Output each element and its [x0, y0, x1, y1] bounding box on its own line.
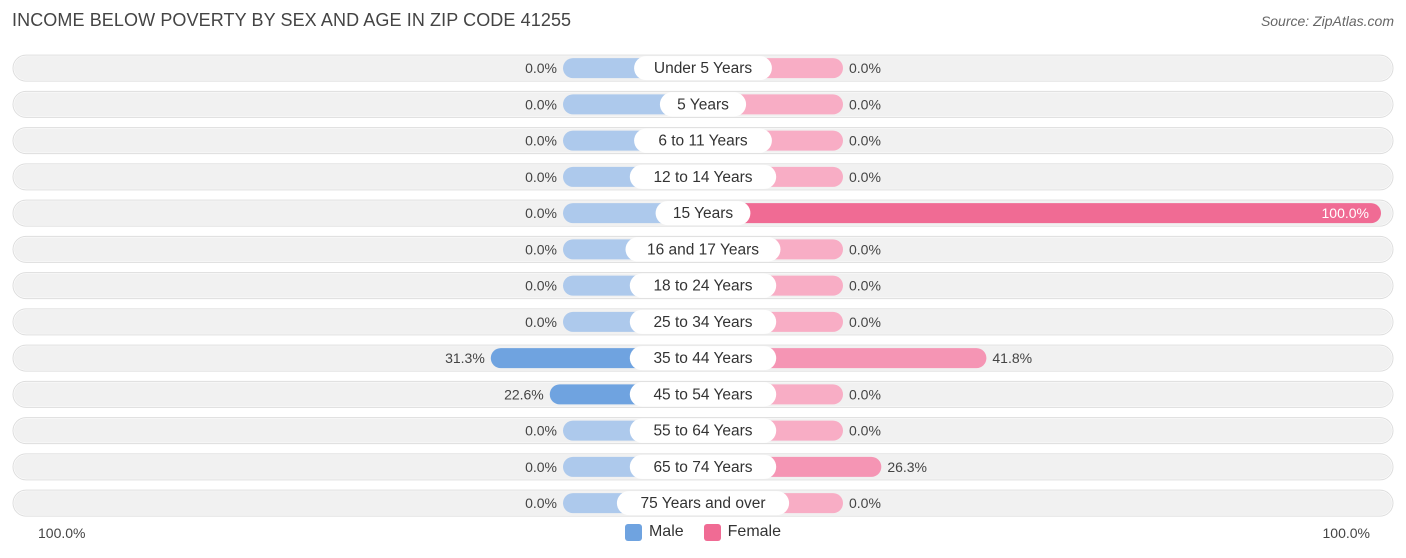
- male-value-label: 22.6%: [504, 386, 544, 402]
- category-pill: [629, 418, 777, 443]
- category-label: 25 to 34 Years: [653, 314, 752, 331]
- legend-swatch-female: [703, 523, 721, 541]
- category-label: 65 to 74 Years: [653, 459, 752, 476]
- male-value-label: 0.0%: [525, 169, 557, 185]
- chart-title: INCOME BELOW POVERTY BY SEX AND AGE IN Z…: [12, 10, 572, 30]
- category-pill: [629, 164, 777, 189]
- male-value-label: 0.0%: [525, 423, 557, 439]
- male-value-label: 0.0%: [525, 459, 557, 475]
- category-label: 12 to 14 Years: [653, 169, 752, 186]
- category-label: 6 to 11 Years: [658, 133, 748, 150]
- female-value-label: 41.8%: [992, 350, 1032, 366]
- category-pill: [616, 491, 790, 516]
- legend-item-female[interactable]: Female: [703, 523, 782, 541]
- male-value-label: 0.0%: [525, 205, 557, 221]
- male-value-label: 31.3%: [445, 350, 485, 366]
- category-label: 5 Years: [677, 96, 729, 113]
- category-pill: [655, 201, 751, 226]
- category-pill: [629, 454, 777, 479]
- female-bar: [703, 203, 1381, 224]
- male-value-label: 0.0%: [525, 133, 557, 149]
- category-pill: [634, 128, 772, 153]
- category-pill: [629, 309, 777, 334]
- category-label: 15 Years: [673, 205, 734, 222]
- female-value-label: 0.0%: [849, 314, 881, 330]
- category-label: 16 and 17 Years: [647, 241, 759, 258]
- female-value-label: 0.0%: [849, 278, 881, 294]
- legend-item-male[interactable]: Male: [624, 523, 684, 541]
- legend-label-female: Female: [727, 523, 782, 540]
- female-value-label: 0.0%: [849, 169, 881, 185]
- legend-label-male: Male: [648, 523, 684, 540]
- female-value-label: 0.0%: [849, 96, 881, 112]
- category-label: 45 to 54 Years: [653, 386, 752, 403]
- axis-left-label: 100.0%: [38, 525, 86, 541]
- female-value-label: 0.0%: [849, 133, 881, 149]
- category-label: 55 to 64 Years: [653, 423, 752, 440]
- category-label: 18 to 24 Years: [653, 278, 752, 295]
- male-value-label: 0.0%: [525, 60, 557, 76]
- category-pill: [634, 56, 772, 81]
- female-value-label: 0.0%: [849, 386, 881, 402]
- female-value-label: 0.0%: [849, 423, 881, 439]
- female-value-label: 26.3%: [887, 459, 927, 475]
- axis-right-label: 100.0%: [1322, 525, 1370, 541]
- female-value-label: 100.0%: [1322, 205, 1369, 221]
- category-pill: [629, 346, 777, 371]
- female-value-label: 0.0%: [849, 241, 881, 257]
- category-label: 75 Years and over: [641, 495, 766, 512]
- category-pill: [629, 273, 777, 298]
- male-value-label: 0.0%: [525, 241, 557, 257]
- category-label: 35 to 44 Years: [653, 350, 752, 367]
- female-value-label: 0.0%: [849, 60, 881, 76]
- category-label: Under 5 Years: [654, 60, 752, 77]
- category-pill: [659, 92, 747, 117]
- legend-swatch-male: [624, 523, 642, 541]
- source-label: Source: ZipAtlas.com: [1260, 13, 1394, 29]
- male-value-label: 0.0%: [525, 96, 557, 112]
- poverty-chart: 0.0% 0.0% Under 5 Years 0.0% 0.0% 5 Years 0.0%…: [12, 54, 1394, 517]
- legend: Male Female: [0, 523, 1406, 541]
- category-pill: [625, 237, 781, 262]
- female-value-label: 0.0%: [849, 495, 881, 511]
- male-value-label: 0.0%: [525, 314, 557, 330]
- male-value-label: 0.0%: [525, 495, 557, 511]
- male-value-label: 0.0%: [525, 278, 557, 294]
- category-pill: [629, 382, 777, 407]
